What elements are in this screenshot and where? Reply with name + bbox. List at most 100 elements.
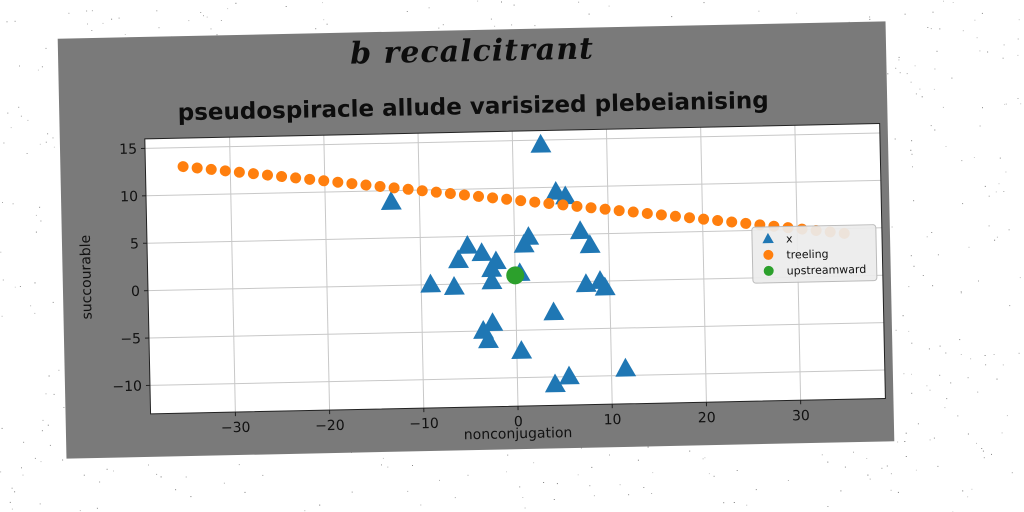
noise-speck xyxy=(915,469,917,471)
noise-speck xyxy=(285,6,287,7)
noise-speck xyxy=(19,286,21,287)
noise-speck xyxy=(351,491,353,493)
noise-speck xyxy=(1017,54,1019,56)
noise-speck xyxy=(821,454,823,456)
noise-speck xyxy=(3,142,5,144)
legend-marker xyxy=(763,249,774,260)
noise-speck xyxy=(14,286,16,288)
noise-speck xyxy=(6,21,8,23)
series-treeling-point xyxy=(585,202,597,214)
noise-speck xyxy=(827,506,829,507)
noise-speck xyxy=(967,377,969,379)
noise-speck xyxy=(1018,352,1020,354)
noise-speck xyxy=(124,34,126,35)
x-tick-label: 0 xyxy=(514,414,523,430)
noise-speck xyxy=(160,476,162,478)
series-treeling-point xyxy=(430,186,442,198)
noise-speck xyxy=(185,476,187,478)
noise-speck xyxy=(713,475,715,477)
noise-speck xyxy=(439,479,440,481)
noise-speck xyxy=(534,25,536,27)
noise-speck xyxy=(1006,415,1008,417)
series-treeling-point xyxy=(219,165,231,177)
noise-speck xyxy=(494,25,496,27)
noise-speck xyxy=(220,20,222,21)
noise-speck xyxy=(996,236,998,238)
noise-speck xyxy=(96,507,98,509)
noise-speck xyxy=(887,73,889,75)
noise-speck xyxy=(993,354,995,355)
noise-speck xyxy=(7,112,9,114)
noise-speck xyxy=(1005,171,1007,173)
noise-speck xyxy=(905,432,907,434)
series-treeling-point xyxy=(599,203,611,215)
series-x-point xyxy=(579,234,601,254)
series-treeling-point xyxy=(571,200,583,212)
noise-speck xyxy=(556,483,558,485)
noise-speck xyxy=(946,398,948,400)
noise-speck xyxy=(188,20,190,22)
noise-speck xyxy=(988,225,990,227)
y-tick-label: 15 xyxy=(119,142,137,158)
noise-speck xyxy=(1017,98,1019,99)
noise-speck xyxy=(910,255,912,257)
noise-speck xyxy=(869,16,871,18)
noise-speck xyxy=(945,352,947,354)
noise-speck xyxy=(840,490,842,492)
series-x-point xyxy=(530,133,552,153)
noise-speck xyxy=(928,348,930,350)
noise-speck xyxy=(637,459,639,461)
noise-speck xyxy=(382,457,384,459)
noise-speck xyxy=(326,23,328,25)
noise-speck xyxy=(987,51,989,53)
series-x-point xyxy=(471,242,493,262)
noise-speck xyxy=(22,474,24,476)
noise-speck xyxy=(2,202,3,203)
noise-speck xyxy=(703,2,705,4)
noise-speck xyxy=(206,16,208,18)
noise-speck xyxy=(933,88,935,90)
noise-speck xyxy=(304,510,306,512)
x-tick-label: 30 xyxy=(792,408,810,424)
noise-speck xyxy=(930,125,932,127)
noise-speck xyxy=(319,504,321,506)
noise-speck xyxy=(942,106,944,108)
noise-speck xyxy=(912,166,913,168)
noise-speck xyxy=(48,375,50,377)
noise-speck xyxy=(945,146,947,147)
noise-speck xyxy=(932,285,934,287)
noise-speck xyxy=(904,441,906,442)
series-treeling-point xyxy=(613,205,625,217)
noise-speck xyxy=(12,203,14,205)
noise-speck xyxy=(511,24,513,26)
x-tick-label: 10 xyxy=(603,412,621,428)
noise-speck xyxy=(45,47,47,49)
noise-speck xyxy=(922,275,924,276)
y-gridline xyxy=(149,369,885,386)
noise-speck xyxy=(911,342,913,344)
noise-speck xyxy=(589,485,591,487)
series-treeling-point xyxy=(247,168,259,180)
noise-speck xyxy=(890,489,892,491)
noise-speck xyxy=(553,499,555,500)
series-treeling-point xyxy=(177,161,189,173)
noise-speck xyxy=(746,504,748,506)
noise-speck xyxy=(628,494,630,496)
noise-speck xyxy=(591,466,593,468)
series-x-point xyxy=(478,329,499,349)
noise-speck xyxy=(994,239,996,241)
noise-speck xyxy=(79,510,81,512)
series-treeling-point xyxy=(304,173,316,185)
noise-speck xyxy=(652,472,654,474)
noise-speck xyxy=(898,59,900,61)
series-treeling-point xyxy=(332,176,344,188)
noise-speck xyxy=(438,27,440,29)
noise-speck xyxy=(906,73,908,75)
noise-speck xyxy=(47,424,49,426)
x-tick-label: −10 xyxy=(409,416,439,433)
noise-speck xyxy=(52,137,54,139)
noise-speck xyxy=(30,305,32,307)
noise-speck xyxy=(58,369,60,371)
noise-speck xyxy=(897,441,899,443)
